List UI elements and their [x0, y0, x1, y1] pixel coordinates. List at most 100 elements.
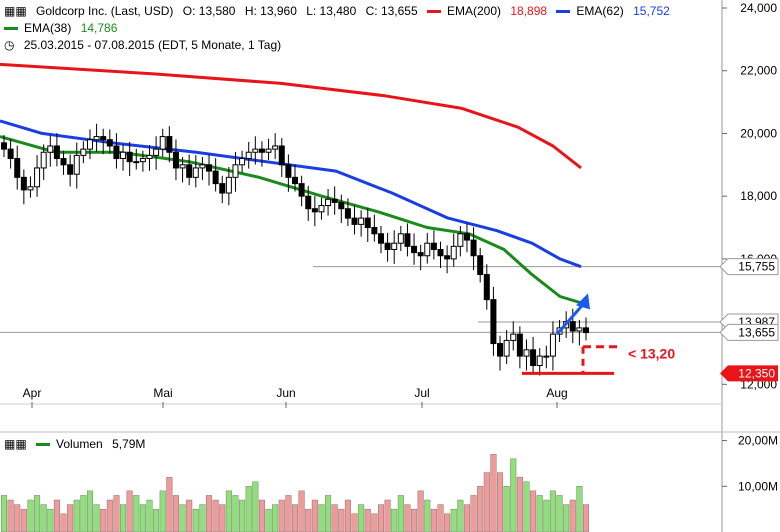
volume-bar: [397, 495, 404, 532]
volume-bar: [192, 508, 199, 532]
volume-bar: [437, 504, 444, 532]
price-tag-label: 15,755: [738, 260, 775, 274]
close-value: C: 13,655: [365, 4, 418, 18]
legend-row-3: ◷ 25.03.2015 - 07.08.2015 (EDT, 5 Monate…: [4, 38, 287, 52]
volume-bar: [311, 499, 318, 532]
volume-bar: [179, 504, 186, 532]
forecast-arrow-shaft: [555, 302, 586, 336]
volume-bar: [556, 495, 563, 532]
candle-body: [86, 139, 93, 150]
candle-body: [364, 217, 371, 229]
candle-body: [245, 151, 252, 160]
candle-body: [20, 176, 27, 191]
volume-bar: [245, 486, 252, 532]
volume-bar: [331, 504, 338, 532]
volume-bar: [7, 499, 14, 532]
candle-body: [417, 252, 424, 257]
bar-chart-icon[interactable]: ▦▦: [4, 4, 27, 18]
candle-body: [186, 164, 193, 178]
candle-body: [60, 158, 67, 166]
forecast-arrow-head: [576, 293, 590, 310]
volume-bar: [497, 472, 504, 532]
price-tag-label: 13,655: [738, 325, 775, 339]
candle-body: [272, 145, 279, 150]
volume-bar: [371, 513, 378, 532]
ema200-line: [0, 62, 582, 170]
period-range: 25.03.2015 - 07.08.2015 (EDT, 5 Monate, …: [23, 38, 282, 52]
price-tag: [719, 258, 779, 276]
volume-bar: [576, 486, 583, 532]
volume-bar: [40, 504, 47, 532]
x-tick-label: Mai: [153, 386, 172, 400]
volume-bar: [172, 495, 179, 532]
ema200-label: EMA(200): [447, 4, 502, 18]
volume-bar: [516, 476, 523, 532]
candle-body: [146, 154, 153, 160]
candle-body: [543, 355, 550, 358]
candle-body: [569, 321, 576, 332]
volume-bar: [86, 490, 93, 532]
candle-body: [503, 339, 510, 357]
candle-body: [153, 148, 160, 156]
volume-bar: [67, 504, 74, 532]
volume-bar: [404, 504, 411, 532]
candle-body: [106, 139, 113, 147]
volume-bar: [285, 495, 292, 532]
volume-bar: [139, 504, 146, 532]
candle-body: [298, 183, 305, 197]
candle-body: [159, 136, 166, 150]
ema62-swatch: [556, 10, 571, 14]
volume-bar: [20, 508, 27, 532]
volume-chart-icon[interactable]: ▦▦: [4, 437, 27, 451]
volume-bar: [569, 499, 576, 532]
ema38-line: [0, 135, 582, 305]
volume-bar: [490, 454, 497, 532]
ema200-value: 18,898: [510, 4, 548, 18]
volume-bar: [450, 508, 457, 532]
volume-bar: [325, 495, 332, 532]
volume-bar: [384, 499, 391, 532]
volume-bar: [27, 499, 34, 532]
candle-body: [424, 242, 431, 257]
volume-bar: [133, 495, 140, 532]
candle-body: [139, 158, 146, 163]
ema38-swatch: [4, 27, 18, 31]
volume-bar: [80, 495, 87, 532]
volume-bar: [252, 481, 259, 532]
candle-body: [483, 274, 490, 301]
candle-body: [331, 198, 338, 203]
candle-body: [212, 170, 219, 185]
volume-bar: [120, 504, 127, 532]
candle-body: [278, 145, 285, 166]
volume-bar: [483, 472, 490, 532]
volume-bar: [186, 499, 193, 532]
volume-bar: [206, 495, 213, 532]
volume-bar: [430, 508, 437, 532]
volume-bar: [239, 499, 246, 532]
high-value: H: 13,960: [244, 4, 297, 18]
clock-icon[interactable]: ◷: [4, 38, 15, 52]
candle-body: [1, 142, 7, 150]
candle-body: [430, 242, 437, 250]
candle-body: [179, 164, 186, 169]
ema38-value: 14,786: [80, 21, 118, 35]
candle-body: [490, 299, 497, 345]
candle-body: [258, 148, 265, 153]
volume-bar: [510, 458, 517, 532]
candle-body: [576, 327, 583, 332]
candle-body: [199, 164, 206, 169]
candle-body: [318, 205, 325, 213]
candle-body: [34, 167, 41, 188]
volume-swatch: [36, 443, 51, 447]
volume-bar: [457, 499, 464, 532]
volume-bar: [93, 504, 100, 532]
x-tick-label: Aug: [546, 386, 567, 400]
volume-bar: [543, 499, 550, 532]
candle-body: [411, 245, 418, 254]
x-tick-label: Jul: [414, 386, 429, 400]
candle-body: [113, 145, 120, 160]
candle-body: [338, 201, 345, 210]
volume-bar: [318, 504, 325, 532]
